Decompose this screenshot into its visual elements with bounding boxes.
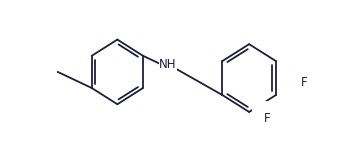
Text: F: F	[264, 112, 270, 125]
Text: F: F	[301, 76, 307, 89]
Text: NH: NH	[159, 58, 176, 71]
